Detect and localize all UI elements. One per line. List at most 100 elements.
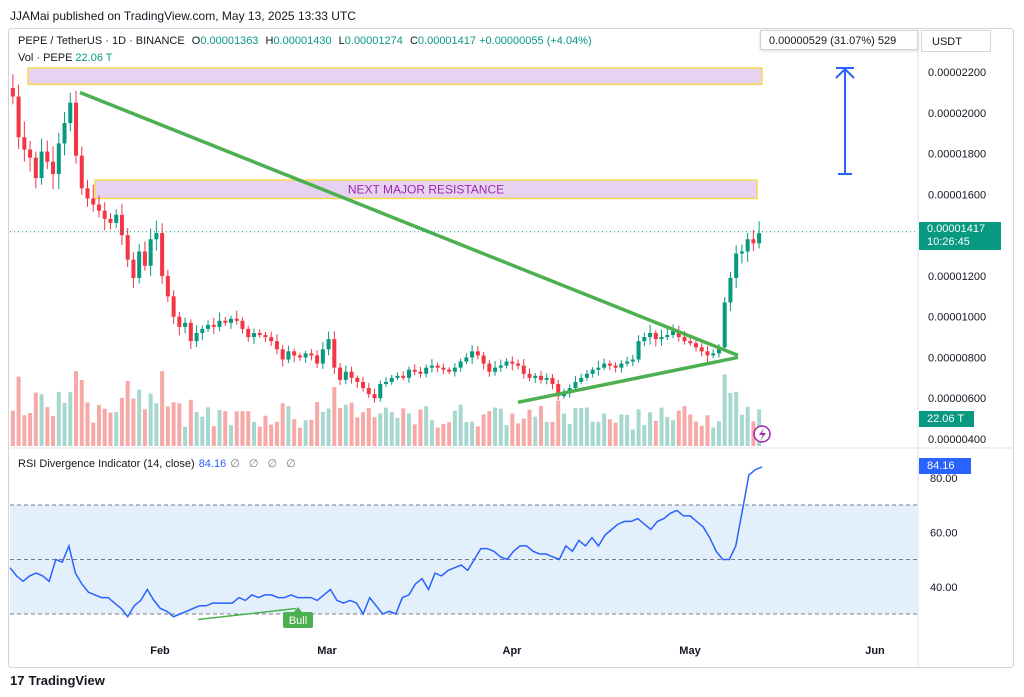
candle-body — [165, 275, 170, 297]
symbol-title[interactable]: PEPE / TetherUS · 1D · BINANCE — [18, 35, 185, 47]
volume-bar — [51, 415, 56, 446]
candle-body — [481, 355, 486, 364]
volume-bar — [745, 406, 750, 446]
price-tick-label: 0.00001600 — [928, 189, 986, 201]
publisher-info: JJAMai published on TradingView.com, May… — [10, 9, 356, 23]
volume-bar — [194, 411, 199, 446]
volume-bar — [183, 426, 188, 446]
candle-body — [22, 137, 27, 150]
volume-bar — [579, 407, 584, 446]
rsi-value: 84.16 — [198, 458, 227, 470]
bull-label-pointer — [294, 607, 302, 612]
volume-bar — [556, 400, 561, 446]
candle-body — [521, 365, 526, 374]
tradingview-logo-icon: 17 — [10, 673, 25, 688]
candle-body — [412, 369, 417, 372]
volume-bar — [119, 397, 124, 446]
candle-body — [711, 353, 716, 356]
candle-body — [102, 210, 107, 219]
volume-bar — [406, 413, 411, 446]
candle-body — [693, 343, 698, 348]
candle-body — [705, 351, 710, 356]
candle-body — [269, 337, 274, 342]
volume-bar — [165, 406, 170, 446]
candle-body — [257, 333, 262, 336]
rsi-label[interactable]: RSI Divergence Indicator (14, close) — [18, 458, 195, 470]
candle-body — [383, 381, 389, 384]
candle-body — [33, 157, 38, 179]
volume-bar — [200, 416, 205, 446]
symbol-legend[interactable]: PEPE / TetherUS · 1D · BINANCE O0.000013… — [18, 35, 592, 47]
high-value: 0.00001430 — [273, 35, 332, 47]
candle-body — [223, 320, 228, 323]
rsi-legend[interactable]: RSI Divergence Indicator (14, close) 84.1… — [18, 457, 299, 470]
candle-body — [68, 102, 73, 124]
candle-body — [338, 367, 343, 380]
volume-bar — [85, 402, 90, 446]
candle-body — [200, 328, 205, 333]
volume-bar — [62, 402, 67, 446]
volume-tag: 22.06 T — [919, 411, 974, 427]
volume-bar — [533, 416, 538, 446]
volume-bar — [648, 412, 653, 446]
volume-bar — [447, 422, 452, 446]
volume-bar — [206, 407, 211, 446]
candle-body — [343, 371, 348, 380]
volume-bar — [573, 407, 578, 446]
candle-body — [429, 365, 434, 368]
candle-body — [573, 381, 578, 389]
candle-body — [418, 371, 423, 374]
volume-bar — [527, 409, 532, 446]
volume-legend[interactable]: Vol · PEPE 22.06 T — [18, 52, 113, 64]
volume-bar — [240, 411, 245, 446]
resistance-zone — [27, 67, 763, 86]
volume-bar — [734, 391, 739, 446]
candle-body — [74, 102, 79, 156]
volume-bar — [309, 419, 314, 446]
volume-bar — [607, 419, 612, 446]
price-tick-label: 0.00000600 — [928, 393, 986, 405]
candle-body — [16, 96, 21, 138]
candle-body — [699, 347, 704, 352]
volume-bar — [441, 423, 446, 446]
time-tick-label: May — [679, 645, 701, 657]
volume-label[interactable]: Vol · PEPE — [18, 52, 73, 64]
volume-bar — [160, 371, 165, 446]
volume-bar — [343, 404, 348, 446]
candle-body — [211, 324, 216, 327]
candle-body — [280, 349, 285, 360]
volume-bar — [269, 424, 274, 446]
open-value: 0.00001363 — [200, 35, 259, 47]
volume-bar — [228, 425, 234, 446]
candle-body — [550, 377, 555, 384]
candle-body — [401, 375, 406, 378]
volume-bar — [274, 421, 279, 446]
volume-bar — [630, 429, 635, 446]
candle-body — [292, 351, 297, 356]
candle-body — [424, 367, 429, 374]
currency-selector[interactable]: USDT — [921, 30, 991, 52]
volume-bar — [108, 412, 113, 446]
volume-bar — [91, 422, 96, 446]
volume-bar — [682, 406, 687, 446]
volume-bar — [504, 425, 509, 446]
volume-bar — [148, 393, 153, 446]
volume-bar — [487, 411, 492, 446]
candle-body — [91, 198, 96, 205]
volume-bar — [349, 402, 354, 446]
volume-bar — [177, 403, 182, 446]
tradingview-footer[interactable]: 17 TradingView — [10, 673, 105, 688]
candle-body — [39, 151, 44, 179]
close-label: C — [409, 35, 418, 47]
candle-body — [395, 375, 400, 378]
candle-body — [716, 347, 721, 354]
volume-bar — [383, 407, 389, 446]
resistance-zone-label: NEXT MAJOR RESISTANCE — [348, 182, 504, 196]
candle-body — [125, 235, 130, 260]
volume-bar — [722, 374, 727, 446]
candle-body — [315, 355, 320, 364]
volume-bar — [567, 423, 572, 446]
volume-bar — [33, 392, 38, 446]
volume-bar — [188, 399, 193, 446]
